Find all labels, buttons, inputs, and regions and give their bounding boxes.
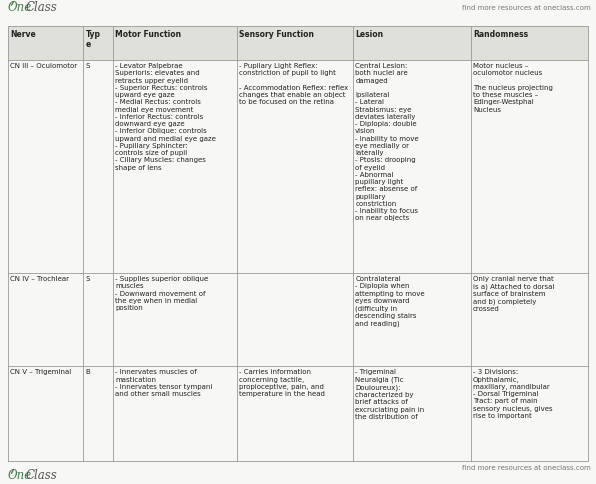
Text: Motor nucleus –
oculomotor nucleus

The nucleus projecting
to these muscles –
Ed: Motor nucleus – oculomotor nucleus The n… bbox=[473, 63, 553, 112]
Text: S: S bbox=[85, 63, 90, 69]
Text: Class: Class bbox=[26, 468, 57, 481]
Text: Class: Class bbox=[26, 1, 57, 14]
Text: B: B bbox=[85, 369, 90, 375]
Text: Contralateral
- Diplopia when
attempting to move
eyes downward
(difficulty in
de: Contralateral - Diplopia when attempting… bbox=[355, 275, 425, 326]
Text: Randomness: Randomness bbox=[473, 30, 528, 39]
Text: Lesion: Lesion bbox=[355, 30, 383, 39]
Text: - Innervates muscles of
mastication
- Innervates tensor tympani
and other small : - Innervates muscles of mastication - In… bbox=[116, 369, 213, 396]
Text: find more resources at oneclass.com: find more resources at oneclass.com bbox=[462, 464, 591, 470]
Text: Nerve: Nerve bbox=[10, 30, 36, 39]
Text: Only cranial nerve that
is a) Attached to dorsal
surface of brainstem
and b) com: Only cranial nerve that is a) Attached t… bbox=[473, 275, 554, 311]
Text: - 3 Divisions:
Ophthalamic,
maxillary, mandibular
- Dorsal Trigeminal
Tract: par: - 3 Divisions: Ophthalamic, maxillary, m… bbox=[473, 369, 552, 418]
Text: One: One bbox=[8, 1, 32, 14]
Text: - Trigeminal
Neuralgia (Tic
Douloureux):
characterized by
brief attacks of
excru: - Trigeminal Neuralgia (Tic Douloureux):… bbox=[355, 369, 424, 419]
Text: find more resources at oneclass.com: find more resources at oneclass.com bbox=[462, 5, 591, 11]
Text: CN V – Trigeminal: CN V – Trigeminal bbox=[10, 369, 72, 375]
Text: CN IV – Trochlear: CN IV – Trochlear bbox=[10, 275, 69, 282]
Text: Typ
e: Typ e bbox=[85, 30, 100, 49]
Text: - Levator Palpebrae
Superioris: elevates and
retracts upper eyelid
- Superior Re: - Levator Palpebrae Superioris: elevates… bbox=[116, 63, 216, 170]
Text: Central Lesion:
both nuclei are
damaged

Ipsilateral
- Lateral
Strabismus: eye
d: Central Lesion: both nuclei are damaged … bbox=[355, 63, 419, 221]
Text: Motor Function: Motor Function bbox=[116, 30, 182, 39]
Text: - Carries information
concerning tactile,
propioceptive, pain, and
temperature i: - Carries information concerning tactile… bbox=[240, 369, 325, 396]
Text: S: S bbox=[85, 275, 90, 282]
Bar bbox=[8, 27, 588, 60]
Text: - Pupilary Light Reflex:
constriction of pupil to light

- Accommodation Reflex:: - Pupilary Light Reflex: constriction of… bbox=[240, 63, 349, 105]
Text: One: One bbox=[8, 468, 32, 481]
Text: - Supplies superior oblique
muscles
- Downward movement of
the eye when in media: - Supplies superior oblique muscles - Do… bbox=[116, 275, 209, 310]
Text: Sensory Function: Sensory Function bbox=[240, 30, 315, 39]
Text: CN III – Oculomotor: CN III – Oculomotor bbox=[10, 63, 77, 69]
